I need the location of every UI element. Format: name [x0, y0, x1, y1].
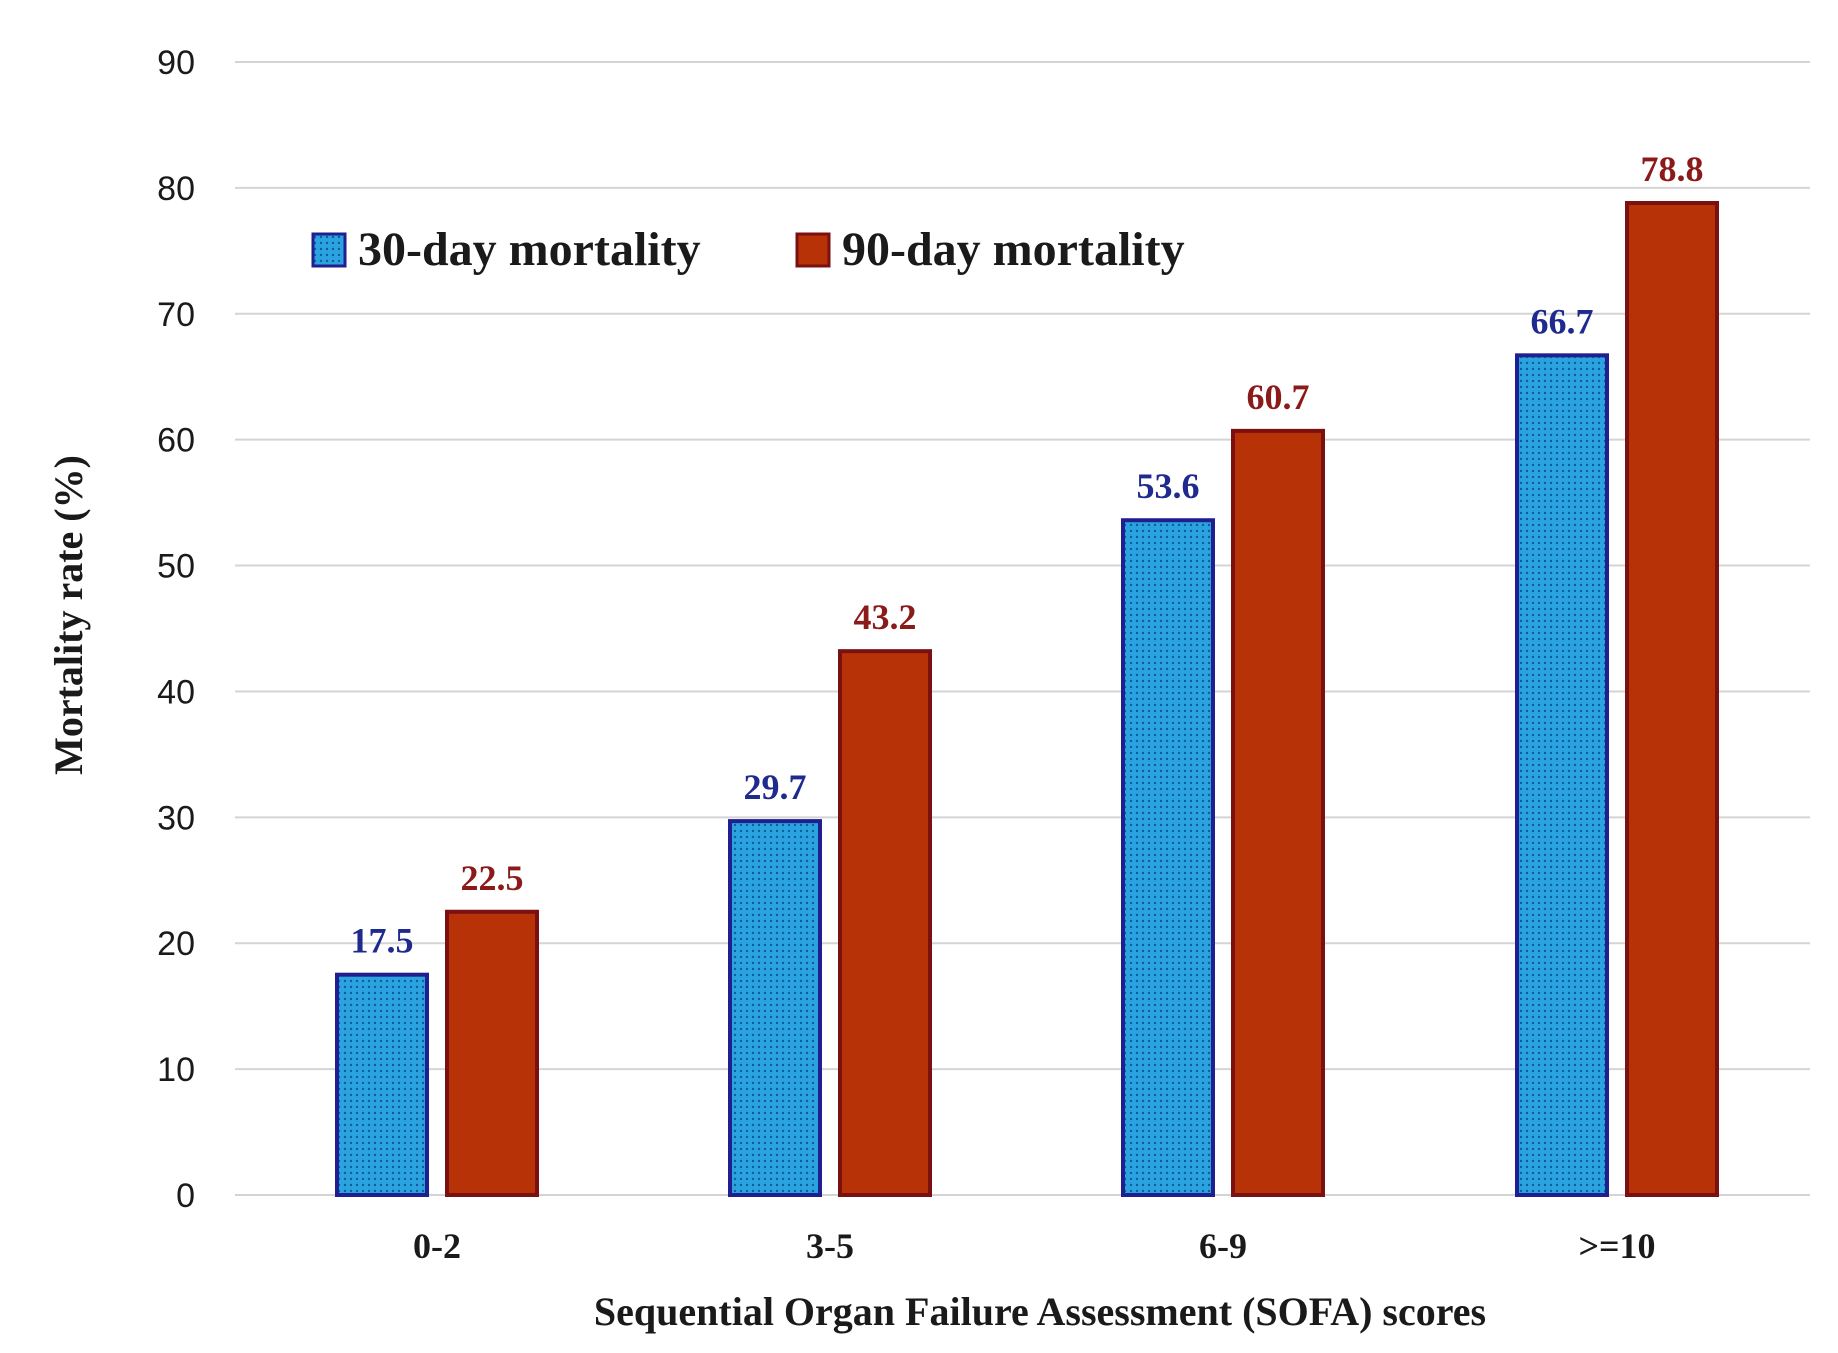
bar-30-day-2 [1121, 518, 1215, 1197]
bar-90-day-2 [1231, 428, 1325, 1197]
legend-label-90-day: 90-day mortality [842, 223, 1185, 276]
y-tick-label: 10 [157, 1051, 195, 1089]
y-tick-label: 60 [157, 422, 195, 460]
y-tick-label: 50 [157, 548, 195, 586]
x-tick-label: 0-2 [413, 1226, 461, 1266]
legend-swatch-30-day [311, 232, 347, 268]
bar-30-day-3 [1515, 353, 1609, 1197]
y-tick-label: 80 [157, 170, 195, 208]
data-label-30-day-0: 17.5 [351, 921, 414, 961]
bar-90-day-3 [1625, 200, 1719, 1198]
y-tick-label: 0 [176, 1177, 195, 1215]
x-axis-ticks: 0-2 3-5 6-9 >=10 [413, 1226, 1656, 1266]
data-label-90-day-2: 60.7 [1247, 377, 1310, 417]
x-tick-label: 3-5 [806, 1226, 854, 1266]
bar-90-day-0 [445, 909, 539, 1197]
data-label-90-day-1: 43.2 [854, 597, 917, 637]
bar-90-day-1 [838, 649, 932, 1197]
y-tick-label: 70 [157, 296, 195, 334]
y-axis-title: Mortality rate (%) [46, 455, 91, 775]
legend-swatch-90-day [795, 232, 831, 268]
data-label-30-day-3: 66.7 [1531, 301, 1594, 341]
data-labels: 17.5 22.5 29.7 43.2 53.6 60.7 66.7 78.8 [351, 149, 1704, 961]
x-tick-label: 6-9 [1199, 1226, 1247, 1266]
bar-30-day-1 [728, 819, 822, 1197]
legend: 30-day mortality 90-day mortality [311, 223, 1185, 276]
data-label-30-day-1: 29.7 [744, 767, 807, 807]
bar-30-day-0 [335, 972, 429, 1198]
x-tick-label: >=10 [1578, 1226, 1655, 1266]
y-tick-label: 30 [157, 799, 195, 837]
data-label-90-day-0: 22.5 [461, 858, 524, 898]
y-tick-label: 40 [157, 673, 195, 711]
data-label-90-day-3: 78.8 [1641, 149, 1704, 189]
y-axis-ticks: 0 10 20 30 40 50 60 70 80 90 [157, 44, 195, 1215]
x-axis-title: Sequential Organ Failure Assessment (SOF… [594, 1289, 1486, 1334]
legend-label-30-day: 30-day mortality [358, 223, 701, 276]
bars [335, 200, 1719, 1198]
data-label-30-day-2: 53.6 [1137, 466, 1200, 506]
y-tick-label: 90 [157, 44, 195, 82]
y-tick-label: 20 [157, 925, 195, 963]
